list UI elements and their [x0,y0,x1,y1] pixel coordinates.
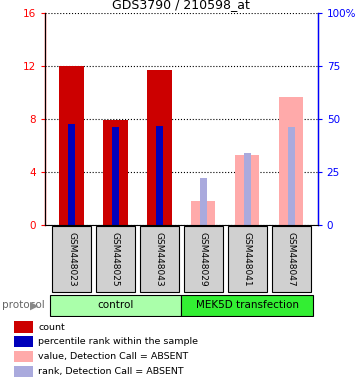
Bar [103,120,127,225]
Text: value, Detection Call = ABSENT: value, Detection Call = ABSENT [38,352,189,361]
Bar [60,66,84,225]
Bar [14,351,33,362]
Text: control: control [97,300,134,310]
Text: rank, Detection Call = ABSENT: rank, Detection Call = ABSENT [38,367,184,376]
Bar [112,127,119,225]
Bar [14,336,33,348]
Bar [288,127,295,225]
FancyBboxPatch shape [271,226,311,292]
FancyBboxPatch shape [182,295,313,316]
FancyBboxPatch shape [140,226,179,292]
Bar [14,366,33,377]
Text: GSM448047: GSM448047 [287,232,296,286]
Bar [235,155,260,225]
Text: MEK5D transfection: MEK5D transfection [196,300,299,310]
FancyBboxPatch shape [227,226,267,292]
Text: GSM448043: GSM448043 [155,232,164,286]
Title: GDS3790 / 210598_at: GDS3790 / 210598_at [113,0,250,11]
Text: protocol: protocol [2,300,44,310]
Text: GSM448025: GSM448025 [111,232,120,286]
Text: ▶: ▶ [30,300,39,310]
FancyBboxPatch shape [96,226,135,292]
Text: count: count [38,323,65,332]
Bar [68,124,75,225]
Bar [244,153,251,225]
Bar [191,201,216,225]
Bar [14,321,33,333]
FancyBboxPatch shape [49,295,182,316]
Text: percentile rank within the sample: percentile rank within the sample [38,337,199,346]
Bar [279,97,303,225]
Text: GSM448023: GSM448023 [67,232,76,286]
FancyBboxPatch shape [184,226,223,292]
Text: GSM448029: GSM448029 [199,232,208,286]
FancyBboxPatch shape [52,226,91,292]
Bar [147,70,171,225]
Text: GSM448041: GSM448041 [243,232,252,286]
Bar [156,126,163,225]
Bar [200,179,207,225]
